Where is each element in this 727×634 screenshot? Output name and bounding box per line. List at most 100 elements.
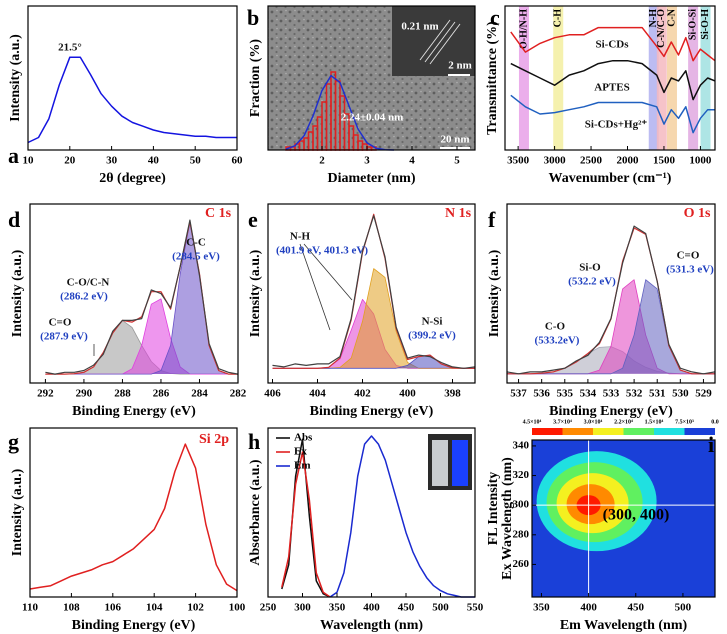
annotation: N-Si: [422, 316, 443, 328]
x-tick-label: 400: [399, 388, 416, 400]
x-tick-label: 398: [444, 388, 461, 400]
panel: 10 20 30 40 50 60 2θ (degree) Intensity (a.u.) a…: [8, 5, 243, 186]
series-line: [281, 451, 331, 598]
x-tick-label: 1000: [689, 155, 712, 167]
x-tick-label: 500: [675, 602, 692, 614]
x-tick-label: 531: [649, 388, 666, 400]
series-label: APTES: [594, 82, 629, 94]
annotation: (399.2 eV): [408, 330, 456, 342]
y-tick-label: 320: [513, 469, 530, 481]
annotation: (287.9 eV): [40, 331, 88, 343]
colorbar-segment: [684, 428, 715, 435]
y-axis-label: Absorbance (a.u.): [248, 459, 263, 566]
x-tick-label: 500: [432, 602, 449, 614]
peak-fill: [45, 298, 239, 375]
colorbar-segment: [654, 428, 685, 435]
annotation: C-O: [545, 321, 566, 333]
panel-letter: i: [708, 432, 714, 457]
x-tick-label: 3500: [507, 155, 530, 167]
y-axis-label: Intensity (a.u.): [8, 34, 23, 122]
panel: 250 300 350 400 450 500 550 Wavelength (nm) Abso…: [248, 427, 484, 633]
band: [518, 6, 529, 150]
panel: 110 108 106 104 102 100 Binding Energy (eV) Int…: [8, 427, 246, 633]
series-line: [27, 56, 237, 144]
x-tick-label: 292: [37, 388, 54, 400]
x-tick-label: 106: [105, 602, 122, 614]
plot-frame: [504, 5, 716, 151]
colorbar-label: 0.0: [711, 419, 719, 425]
x-axis-label: Em Wavelength (nm): [560, 618, 688, 633]
series-line: [29, 443, 238, 592]
peak-fill: [45, 221, 239, 375]
annotation: N-H: [290, 231, 311, 243]
x-tick-label: 290: [76, 388, 93, 400]
y-axis-label: Intensity (a.u.): [487, 249, 502, 337]
y-axis-label: Ex Wavelength (nm): [500, 457, 515, 580]
x-tick-label: 537: [510, 388, 527, 400]
x-axis-label: Wavenumber (cm⁻¹): [549, 171, 672, 186]
x-axis-label: Binding Energy (eV): [310, 404, 434, 419]
band: [656, 6, 667, 150]
y-tick-label: 280: [513, 528, 530, 540]
panel-label: O 1s: [684, 206, 711, 221]
y-tick-label: 340: [513, 439, 530, 451]
x-tick-label: 300: [294, 602, 311, 614]
series-line: [506, 225, 716, 375]
x-tick-label: 288: [114, 388, 131, 400]
x-tick-label: 100: [229, 602, 246, 614]
colorbar-label: 7.5×10³: [675, 419, 694, 425]
x-tick-label: 402: [354, 388, 371, 400]
panel-letter: e: [248, 207, 258, 232]
x-tick-label: 450: [628, 602, 645, 614]
band: [688, 6, 699, 150]
band: [648, 6, 659, 150]
x-tick-label: 4: [409, 155, 415, 167]
series-line: [45, 219, 239, 375]
panel-label: Si 2p: [199, 432, 229, 447]
x-tick-label: 406: [264, 388, 281, 400]
panel-label: C 1s: [205, 206, 232, 221]
colorbar-label: 4.5×10⁴: [523, 419, 542, 425]
y-axis-label: Fraction (%): [248, 39, 263, 117]
annotation: C=O: [49, 317, 72, 329]
tem-image: [268, 6, 475, 150]
x-tick-label: 2500: [580, 155, 603, 167]
panel-letter: a: [8, 143, 19, 168]
panel: 292 290 288 286 284 282 Binding Energy (eV) Int…: [8, 203, 247, 419]
x-tick-label: 104: [146, 602, 163, 614]
x-tick-label: 30: [106, 155, 118, 167]
series-label: Si-CDs: [595, 39, 629, 51]
annotation: 2.24±0.04 nm: [341, 112, 404, 124]
panel-label: N 1s: [445, 206, 472, 221]
x-tick-label: 450: [398, 602, 415, 614]
peak-fill: [272, 355, 475, 369]
panel: 4.5×10⁴ 3.7×10⁴ 3.0×10⁴ 2.2×10⁴ 1.5×10⁴ 7.5×1…: [486, 419, 719, 633]
colorbar-segment: [562, 428, 593, 435]
y-axis-label: Intensity (a.u.): [10, 468, 25, 556]
x-tick-label: 286: [153, 388, 170, 400]
annotation: (401.9 eV, 401.3 eV): [276, 245, 368, 257]
contour-map: [532, 440, 715, 597]
series-label: Si-CDs+Hg²⁺: [585, 119, 648, 131]
x-tick-label: 250: [260, 602, 277, 614]
x-tick-label: 2: [319, 155, 325, 167]
x-tick-label: 10: [23, 155, 35, 167]
peak-fill: [507, 279, 715, 374]
x-axis-label: Binding Energy (eV): [549, 404, 673, 419]
x-tick-label: 5: [454, 155, 460, 167]
x-tick-label: 110: [22, 602, 38, 614]
band-label: N-H: [648, 9, 659, 28]
series-line: [329, 435, 475, 598]
annotation: 0.21 nm: [401, 21, 438, 33]
x-tick-label: 3: [364, 155, 370, 167]
annotation: (284.5 eV): [172, 251, 220, 263]
annotation: C-C: [186, 237, 206, 249]
plot-frame: [29, 427, 238, 598]
x-tick-label: 400: [363, 602, 380, 614]
series-line: [272, 215, 476, 369]
x-axis-label: Binding Energy (eV): [72, 404, 196, 419]
panel-letter: f: [488, 207, 496, 232]
colorbar-segment: [623, 428, 654, 435]
plot-frame: [29, 203, 239, 384]
